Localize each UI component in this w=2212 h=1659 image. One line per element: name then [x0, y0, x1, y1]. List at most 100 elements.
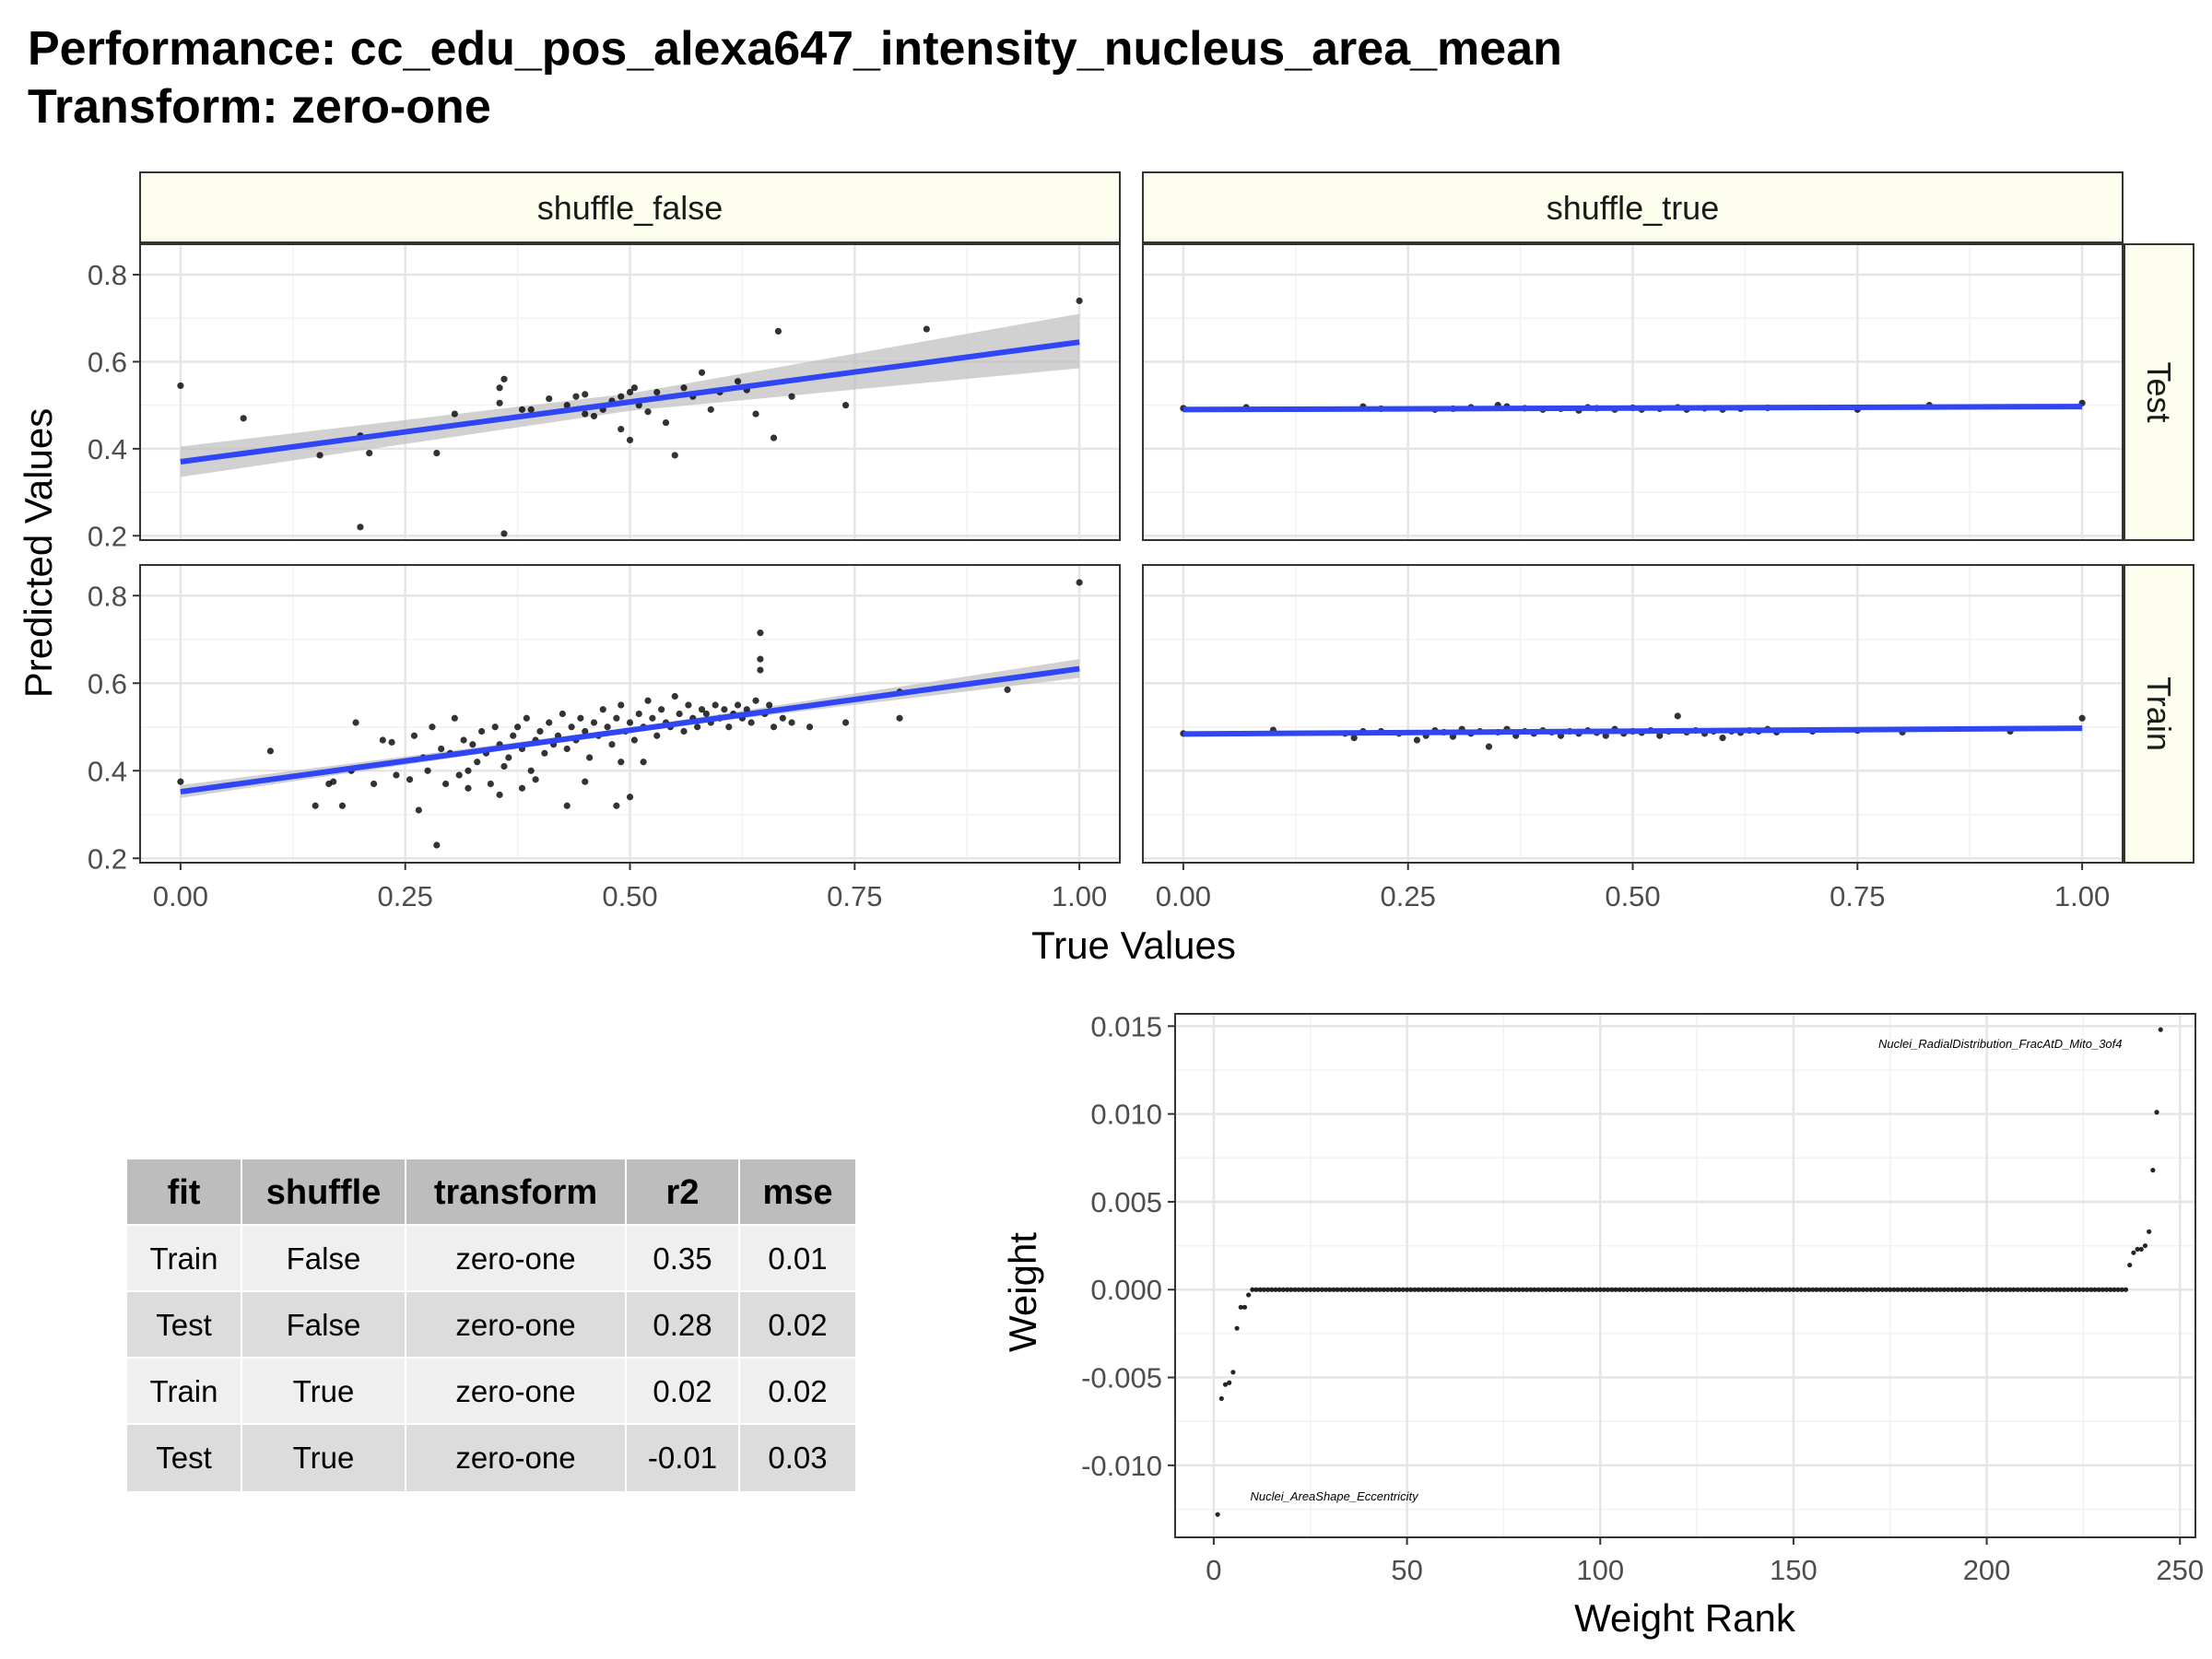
weight-point: [2123, 1287, 2129, 1292]
weight-point: [1257, 1287, 1263, 1292]
weight-point: [2011, 1287, 2017, 1292]
weight-point: [1428, 1287, 1433, 1292]
table-cell: [242, 1292, 405, 1357]
weight-point: [1629, 1287, 1634, 1292]
facet-y-axis-title: Predicted Values: [17, 408, 60, 698]
weight-point: [1937, 1287, 1943, 1292]
data-point: [455, 771, 463, 779]
data-point: [770, 434, 778, 441]
weight-point: [1999, 1287, 2005, 1292]
data-point: [653, 732, 661, 739]
weight-point: [1512, 1287, 1518, 1292]
data-point: [460, 736, 467, 744]
data-point: [177, 382, 184, 390]
weight-point: [1701, 1287, 1708, 1292]
feature-label-top: Nuclei_RadialDistribution_FracAtD_Mito_3…: [1878, 1037, 2122, 1051]
weight-point: [1856, 1287, 1862, 1292]
weight-point: [1729, 1287, 1735, 1292]
data-point: [577, 714, 584, 722]
y-tick-label: 0.4: [88, 433, 127, 465]
table-cell-text: True: [293, 1441, 355, 1475]
weight-point: [1574, 1287, 1580, 1292]
weight-point: [1876, 1287, 1881, 1292]
weight-point: [1477, 1287, 1483, 1292]
weight-point: [2096, 1287, 2101, 1292]
weight-point: [2112, 1287, 2117, 1292]
table-cell: [740, 1425, 855, 1491]
data-point: [626, 388, 634, 396]
data-point: [379, 736, 386, 744]
weight-point: [1571, 1287, 1576, 1292]
weight-point: [1620, 1287, 1627, 1292]
data-point: [1485, 743, 1493, 750]
weight-point: [1396, 1287, 1402, 1292]
x-tick-label: 1.00: [1052, 880, 1107, 912]
weight-point: [1516, 1287, 1522, 1292]
data-point: [518, 406, 526, 413]
weight-point: [1524, 1287, 1530, 1292]
facet-strip-label-train: Train: [2140, 677, 2178, 751]
weight-point: [1280, 1287, 1287, 1292]
weight-point: [1725, 1287, 1731, 1292]
weight-point: [1690, 1287, 1696, 1292]
data-point: [582, 391, 589, 398]
data-point: [527, 406, 535, 413]
table-cell-text: Train: [150, 1374, 218, 1408]
weight-point: [1941, 1287, 1947, 1292]
panel-border: [139, 243, 1121, 541]
table-cell-text: zero-one: [455, 1374, 575, 1408]
data-point: [1076, 297, 1083, 304]
data-point: [406, 776, 414, 783]
weight-point: [1706, 1287, 1712, 1292]
data-point: [505, 754, 512, 761]
weight-point: [1551, 1287, 1557, 1292]
data-point: [177, 778, 184, 785]
data-point: [357, 524, 364, 531]
weight-point: [1385, 1287, 1391, 1292]
x-tick-label: 0.75: [827, 880, 882, 912]
weight-point: [1914, 1287, 1920, 1292]
data-point: [582, 778, 589, 785]
facet-panel-shuffle_false-train: [139, 564, 1121, 864]
weight-point: [1246, 1292, 1252, 1298]
y-tick-label: 0.6: [88, 346, 127, 378]
weight-point: [1230, 1370, 1236, 1375]
y-tick-label: 0.4: [88, 755, 127, 787]
weight-point: [2050, 1287, 2055, 1292]
data-point: [1656, 732, 1664, 739]
data-point: [721, 706, 728, 713]
weight-point: [2057, 1287, 2063, 1292]
weight-point: [1400, 1287, 1406, 1292]
weight-point: [2158, 1027, 2163, 1032]
table-cell: [627, 1425, 738, 1491]
x-tick-label: 0.50: [1605, 880, 1660, 912]
data-point: [491, 724, 499, 731]
weight-point: [1389, 1287, 1394, 1292]
weight-point: [1393, 1287, 1398, 1292]
weight-point: [1814, 1287, 1819, 1292]
data-point: [582, 410, 589, 418]
data-point: [694, 724, 701, 731]
weight-point: [1659, 1287, 1665, 1292]
weight-point: [1285, 1287, 1290, 1292]
weight-point: [1930, 1287, 1936, 1292]
weight-point: [1733, 1287, 1738, 1292]
weight-point: [1269, 1287, 1275, 1292]
table-cell: [127, 1425, 241, 1491]
data-point: [788, 393, 795, 400]
data-point: [441, 780, 450, 788]
y-tick-label: 0.000: [1090, 1274, 1162, 1306]
weight-point: [1744, 1287, 1750, 1292]
weight-point: [1625, 1287, 1630, 1292]
weight-point: [2103, 1287, 2110, 1292]
weight-point: [1547, 1287, 1553, 1292]
weight-point: [2027, 1287, 2032, 1292]
data-point: [536, 727, 544, 735]
weight-point: [1342, 1287, 1348, 1292]
weight-point: [1988, 1287, 1994, 1292]
data-point: [653, 388, 661, 396]
table-cell-text: zero-one: [455, 1441, 575, 1475]
data-point: [1350, 735, 1358, 742]
weight-point: [1335, 1287, 1340, 1292]
weight-point: [1830, 1287, 1835, 1292]
